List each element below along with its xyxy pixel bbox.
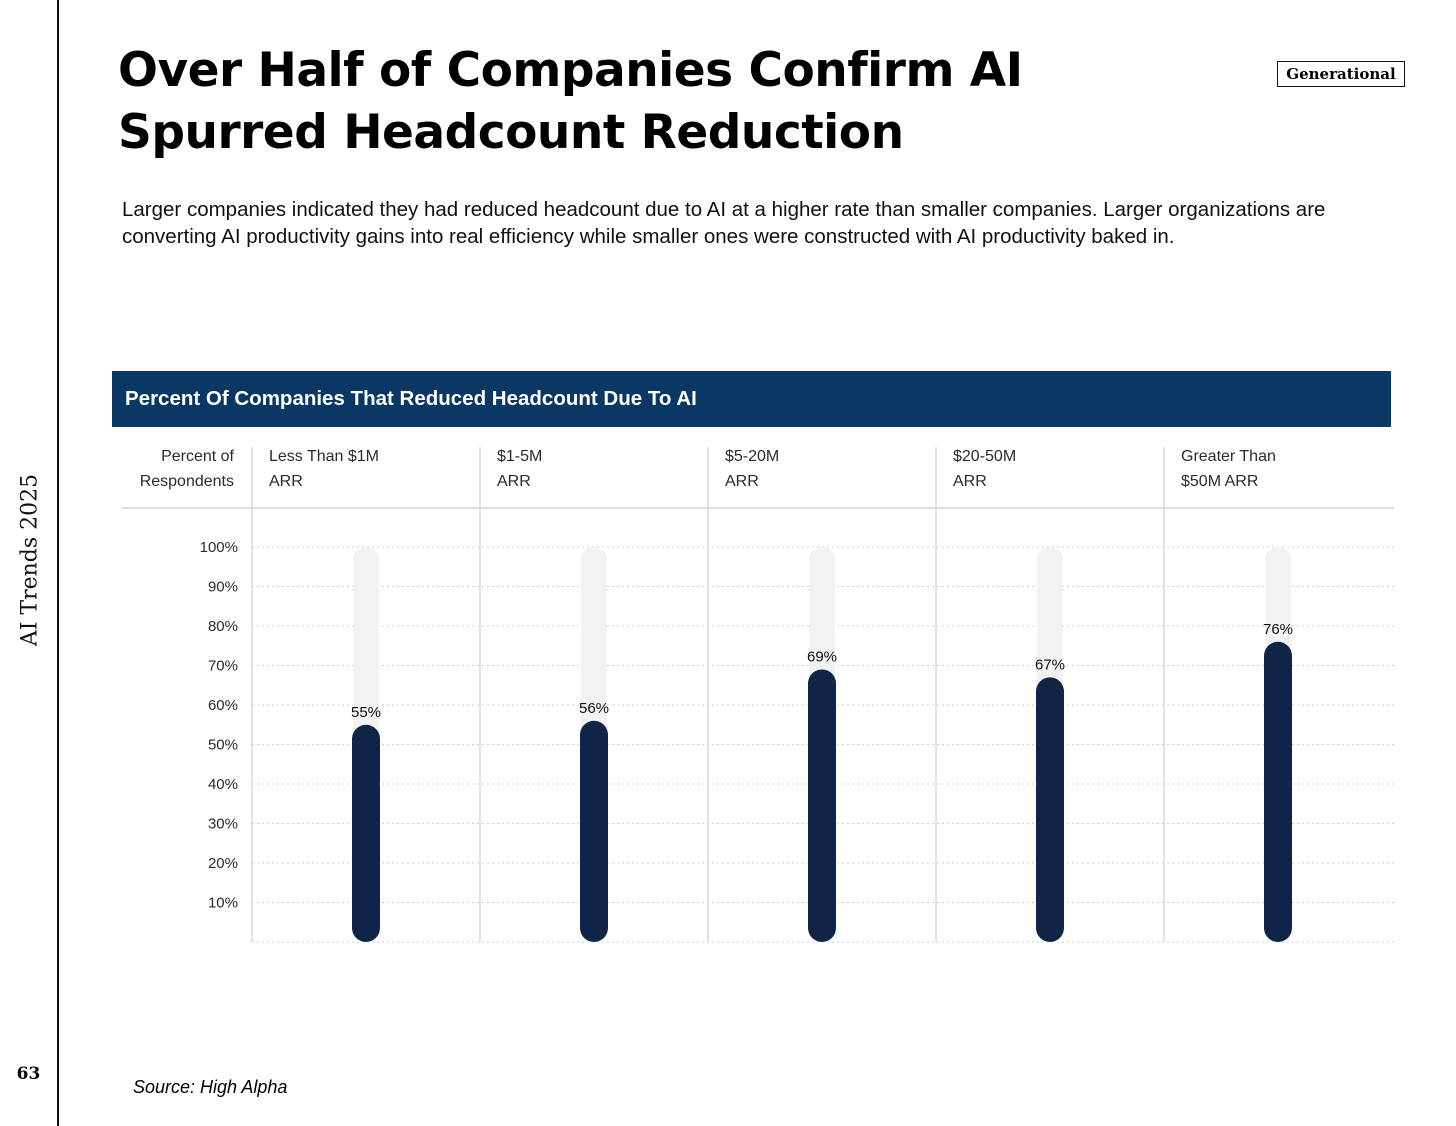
y-tick-label: 40%: [208, 776, 238, 793]
category-label-line: $5-20M: [725, 448, 779, 465]
category-label-line: $50M ARR: [1181, 473, 1258, 490]
data-label: 69%: [807, 648, 837, 665]
page-number: 63: [16, 1064, 41, 1084]
y-axis-header-line: Respondents: [140, 473, 234, 490]
value-bar: [1264, 641, 1292, 942]
y-tick-label: 20%: [208, 855, 238, 872]
y-tick-label: 100%: [200, 539, 238, 556]
data-label: 76%: [1263, 621, 1293, 638]
page-subtitle: Larger companies indicated they had redu…: [122, 198, 1326, 248]
category-label-line: $1-5M: [497, 448, 542, 465]
value-bar: [808, 669, 836, 942]
y-tick-label: 10%: [208, 895, 238, 912]
side-rule: [57, 0, 59, 1126]
source-note: Source: High Alpha: [133, 1077, 288, 1097]
category-label-line: ARR: [725, 473, 759, 490]
category-label-line: Greater Than: [1181, 448, 1276, 465]
y-tick-label: 70%: [208, 658, 238, 675]
value-bar: [580, 720, 608, 942]
page-title: Over Half of Companies Confirm AI Spurre…: [118, 43, 1023, 160]
value-bar: [1036, 677, 1064, 942]
category-label-line: $20-50M: [953, 448, 1016, 465]
brand-badge: Generational: [1277, 61, 1405, 87]
data-label: 56%: [579, 700, 609, 717]
value-bar: [352, 724, 380, 942]
y-axis-header-line: Percent of: [161, 448, 234, 465]
chart-header-banner: Percent Of Companies That Reduced Headco…: [112, 371, 1391, 427]
y-tick-label: 90%: [208, 579, 238, 596]
report-name-label: AI Trends 2025: [17, 473, 43, 647]
category-label-line: ARR: [497, 473, 531, 490]
y-tick-label: 50%: [208, 737, 238, 754]
category-label-line: Less Than $1M: [269, 448, 379, 465]
category-label-line: ARR: [269, 473, 303, 490]
y-tick-label: 80%: [208, 618, 238, 635]
category-label-line: ARR: [953, 473, 987, 490]
y-tick-label: 30%: [208, 816, 238, 833]
data-label: 55%: [351, 704, 381, 721]
data-label: 67%: [1035, 656, 1065, 673]
headcount-chart: Percent of Respondents 10% 20% 30% 40% 50% 60% 7…: [122, 447, 1394, 943]
y-tick-label: 60%: [208, 697, 238, 714]
